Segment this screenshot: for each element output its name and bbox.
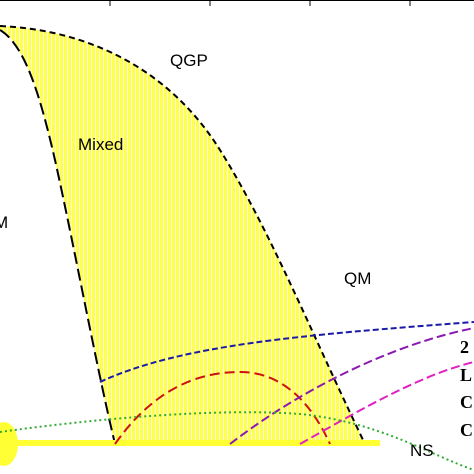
bottom-band xyxy=(0,440,380,446)
curve-red xyxy=(114,370,331,445)
legend-entry: C xyxy=(460,420,473,440)
legend-entry: L xyxy=(460,365,472,385)
region-label: NS xyxy=(410,441,434,460)
blob xyxy=(0,422,18,466)
region-label: Mixed xyxy=(78,135,123,154)
legend-entry: 2 xyxy=(460,337,469,357)
boundary-right xyxy=(0,25,366,445)
curve-magenta xyxy=(299,361,474,445)
mixed-region xyxy=(0,26,365,444)
region-label: M xyxy=(0,213,8,232)
curve-purple xyxy=(229,327,474,445)
curve-blue xyxy=(99,321,474,383)
top-ticks xyxy=(109,0,411,6)
region-label: QGP xyxy=(170,51,208,70)
legend-entry: C xyxy=(460,392,473,412)
region-label: QM xyxy=(344,269,371,288)
boundary-left xyxy=(0,29,116,445)
